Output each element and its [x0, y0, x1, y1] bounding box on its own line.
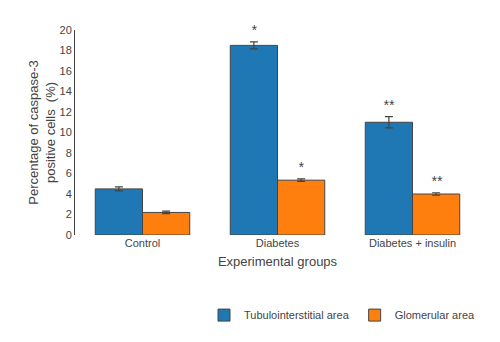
svg-text:**: **: [383, 97, 394, 113]
svg-text:**: **: [431, 173, 442, 189]
svg-text:8: 8: [66, 147, 72, 159]
svg-text:16: 16: [60, 65, 72, 77]
svg-text:Diabetes + insulin: Diabetes + insulin: [369, 237, 456, 249]
svg-text:0: 0: [66, 229, 72, 241]
svg-text:2: 2: [66, 208, 72, 220]
svg-text:Tubulointerstitial area: Tubulointerstitial area: [244, 309, 350, 321]
svg-text:Control: Control: [125, 237, 160, 249]
svg-text:*: *: [298, 159, 304, 175]
svg-text:20: 20: [60, 24, 72, 36]
svg-text:18: 18: [60, 44, 72, 56]
svg-text:12: 12: [60, 106, 72, 118]
svg-text:10: 10: [60, 126, 72, 138]
svg-text:14: 14: [60, 85, 72, 97]
svg-text:4: 4: [66, 188, 72, 200]
svg-text:6: 6: [66, 167, 72, 179]
svg-text:Glomerular area: Glomerular area: [395, 309, 475, 321]
svg-text:Experimental groups: Experimental groups: [218, 254, 338, 269]
svg-text:Diabetes: Diabetes: [256, 237, 300, 249]
svg-text:Percentage of caspase-3positiv: Percentage of caspase-3positive cells (%…: [26, 60, 58, 205]
svg-text:*: *: [251, 22, 257, 38]
